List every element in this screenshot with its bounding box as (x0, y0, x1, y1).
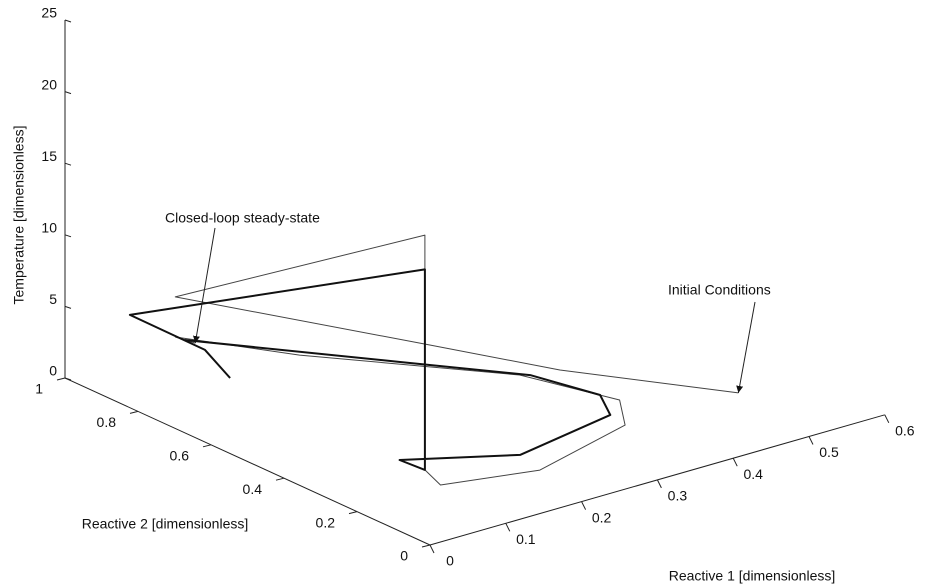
x-tick (581, 501, 587, 510)
x-tick-label: 0.5 (819, 444, 839, 460)
y-tick (348, 511, 358, 515)
x-tick-label: 0.2 (592, 509, 612, 525)
z-tick (64, 19, 72, 23)
annotation: Closed-loop steady-state (165, 210, 320, 226)
y-tick-label: 0.6 (170, 448, 190, 464)
x-tick (505, 523, 511, 532)
z-tick-label: 15 (41, 148, 57, 164)
x-tick (429, 544, 435, 554)
x-tick-label: 0.6 (895, 423, 915, 439)
y-tick-label: 0.8 (97, 414, 117, 430)
annotation: Initial Conditions (668, 282, 771, 298)
y-tick (202, 444, 212, 448)
x-tick (656, 479, 662, 489)
y-tick-label: 0.2 (316, 514, 336, 530)
y-tick (275, 477, 285, 481)
y-tick (56, 377, 66, 381)
trajectory (174, 234, 739, 486)
z-tick-label: 25 (41, 5, 57, 21)
annotation-arrow (736, 301, 756, 394)
y-tick (421, 544, 431, 548)
x-tick-label: 0.4 (743, 466, 763, 482)
z-tick-label: 5 (49, 291, 57, 307)
y-tick (129, 410, 139, 414)
y-tick-label: 1 (35, 381, 43, 397)
y-tick-label: 0.4 (243, 481, 263, 497)
z-axis-label: Temperature [dimensionless] (11, 126, 27, 305)
y-axis-label: Reactive 2 [dimensionless] (82, 516, 249, 532)
x-tick (808, 436, 814, 445)
trajectory (128, 268, 612, 471)
x-tick (884, 414, 890, 424)
z-tick (64, 91, 72, 95)
z-tick (64, 377, 72, 381)
annotation-arrow (192, 227, 216, 344)
x-axis-label: Reactive 1 [dimensionless] (669, 568, 836, 584)
z-tick-label: 20 (41, 76, 57, 92)
x-tick (732, 457, 738, 467)
z-tick (64, 234, 72, 238)
z-tick (64, 162, 72, 166)
y-tick-label: 0 (400, 548, 408, 564)
z-tick-label: 10 (41, 220, 57, 236)
y-axis (64, 377, 431, 546)
x-tick-label: 0.3 (668, 488, 688, 504)
x-tick-label: 0.1 (516, 531, 536, 547)
z-tick-label: 0 (49, 363, 57, 379)
x-tick-label: 0 (446, 553, 454, 569)
z-tick (64, 305, 72, 309)
